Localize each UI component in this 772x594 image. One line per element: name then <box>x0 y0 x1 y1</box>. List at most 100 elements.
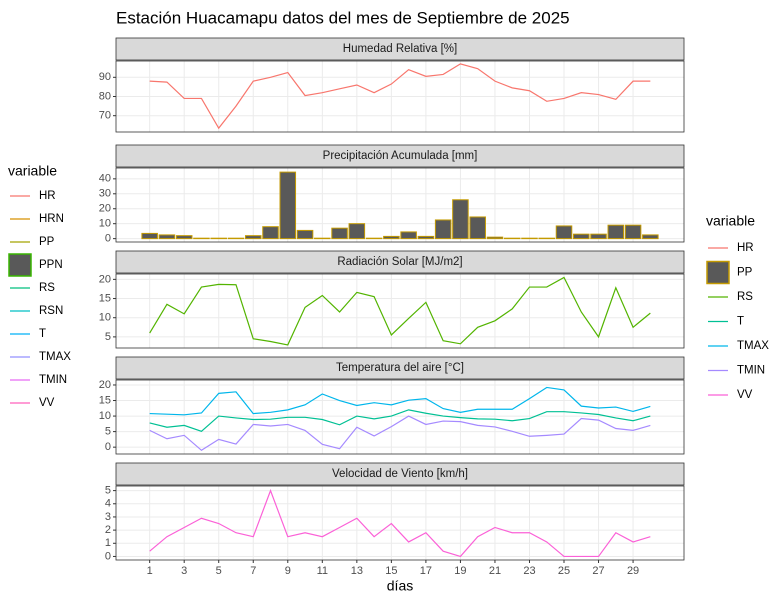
legend-title: variable <box>706 213 755 229</box>
panel <box>116 380 684 454</box>
y-tick-label: 30 <box>99 188 111 200</box>
y-tick-label: 3 <box>105 511 111 523</box>
legend-label: TMAX <box>39 351 71 363</box>
legend-label: VV <box>737 389 753 401</box>
y-tick-label: 40 <box>99 173 111 185</box>
line <box>149 63 651 130</box>
line <box>149 415 651 452</box>
bar <box>624 224 642 240</box>
x-tick-label: 23 <box>523 565 535 577</box>
chart-title: Estación Huacamapu datos del mes de Sept… <box>116 8 570 27</box>
bar <box>590 233 607 240</box>
y-tick-label: 90 <box>99 71 111 83</box>
y-tick-label: 15 <box>99 292 111 304</box>
y-tick-label: 20 <box>99 203 111 215</box>
x-tick-label: 29 <box>627 565 639 577</box>
legend-label: RSN <box>39 305 63 317</box>
strip <box>115 144 685 168</box>
y-tick-label: 5 <box>105 485 111 497</box>
bar <box>279 171 297 240</box>
bar <box>175 235 193 240</box>
x-tick-label: 3 <box>181 565 187 577</box>
y-tick-label: 10 <box>99 218 111 230</box>
panel-title: Radiación Solar [MJ/m2] <box>337 256 462 268</box>
legend-label: HR <box>39 190 56 202</box>
legend-label: TMIN <box>737 365 765 377</box>
legend-label: PP <box>39 236 55 248</box>
panel-border <box>115 167 685 243</box>
x-tick-label: 15 <box>385 565 397 577</box>
bar <box>486 236 504 240</box>
legend-label: T <box>39 328 46 340</box>
legend-label: VV <box>39 397 55 409</box>
bar <box>417 235 435 240</box>
y-tick-label: 0 <box>105 550 111 562</box>
bar <box>469 216 486 240</box>
line <box>149 488 651 558</box>
y-tick-label: 20 <box>99 273 111 285</box>
bar <box>555 225 573 240</box>
bar <box>452 199 469 240</box>
panel <box>116 274 684 348</box>
x-tick-label: 19 <box>454 565 466 577</box>
x-tick-label: 27 <box>592 565 604 577</box>
x-tick-label: 9 <box>285 565 291 577</box>
x-tick-label: 5 <box>216 565 222 577</box>
y-tick-label: 80 <box>99 90 111 102</box>
y-tick-label: 20 <box>99 379 111 391</box>
bar <box>141 232 158 240</box>
panel-border <box>115 60 685 133</box>
legend-label: HR <box>737 242 754 254</box>
bar <box>383 235 400 240</box>
bar <box>607 224 625 240</box>
panel <box>116 168 684 242</box>
bar <box>331 227 348 240</box>
x-tick-label: 11 <box>317 565 328 577</box>
legend-label: TMIN <box>39 374 67 386</box>
panel-title: Precipitación Acumulada [mm] <box>323 150 478 162</box>
x-tick-label: 13 <box>351 565 363 577</box>
strip <box>115 250 685 274</box>
legend-label: T <box>737 316 744 328</box>
strip <box>115 462 685 486</box>
bar <box>348 223 366 240</box>
legend-label: RS <box>737 291 753 303</box>
legend-label: RS <box>39 282 55 294</box>
x-tick-label: 25 <box>558 565 570 577</box>
y-tick-label: 10 <box>99 312 111 324</box>
bar <box>400 231 417 240</box>
bar <box>296 229 314 240</box>
y-tick-label: 5 <box>105 426 111 438</box>
strip <box>115 37 685 61</box>
panel-border <box>115 485 685 561</box>
panel-border <box>115 273 685 349</box>
line <box>149 409 651 432</box>
y-tick-label: 0 <box>105 441 111 453</box>
y-tick-label: 0 <box>105 233 111 245</box>
legend-label: TMAX <box>737 340 769 352</box>
panel-title: Humedad Relativa [%] <box>343 43 457 55</box>
bar <box>642 234 659 240</box>
line <box>149 276 651 346</box>
legend-label: PP <box>737 267 753 279</box>
x-axis-label: días <box>387 578 413 594</box>
legend-label: PPN <box>39 259 63 271</box>
y-tick-label: 4 <box>105 498 111 510</box>
y-tick-label: 15 <box>99 394 111 406</box>
panel <box>116 486 684 560</box>
x-tick-label: 21 <box>489 565 501 577</box>
y-tick-label: 10 <box>99 410 111 422</box>
legend-label: HRN <box>39 213 64 225</box>
x-tick-label: 7 <box>250 565 256 577</box>
legend-key <box>706 260 730 285</box>
x-tick-label: 1 <box>147 565 153 577</box>
legend-title: variable <box>8 163 57 179</box>
bar <box>158 234 176 240</box>
x-tick-label: 17 <box>420 565 432 577</box>
y-tick-label: 1 <box>105 537 111 549</box>
bar <box>262 226 279 240</box>
y-tick-label: 2 <box>105 524 111 536</box>
panel-title: Temperatura del aire [°C] <box>336 362 464 374</box>
legend-key <box>8 253 32 277</box>
